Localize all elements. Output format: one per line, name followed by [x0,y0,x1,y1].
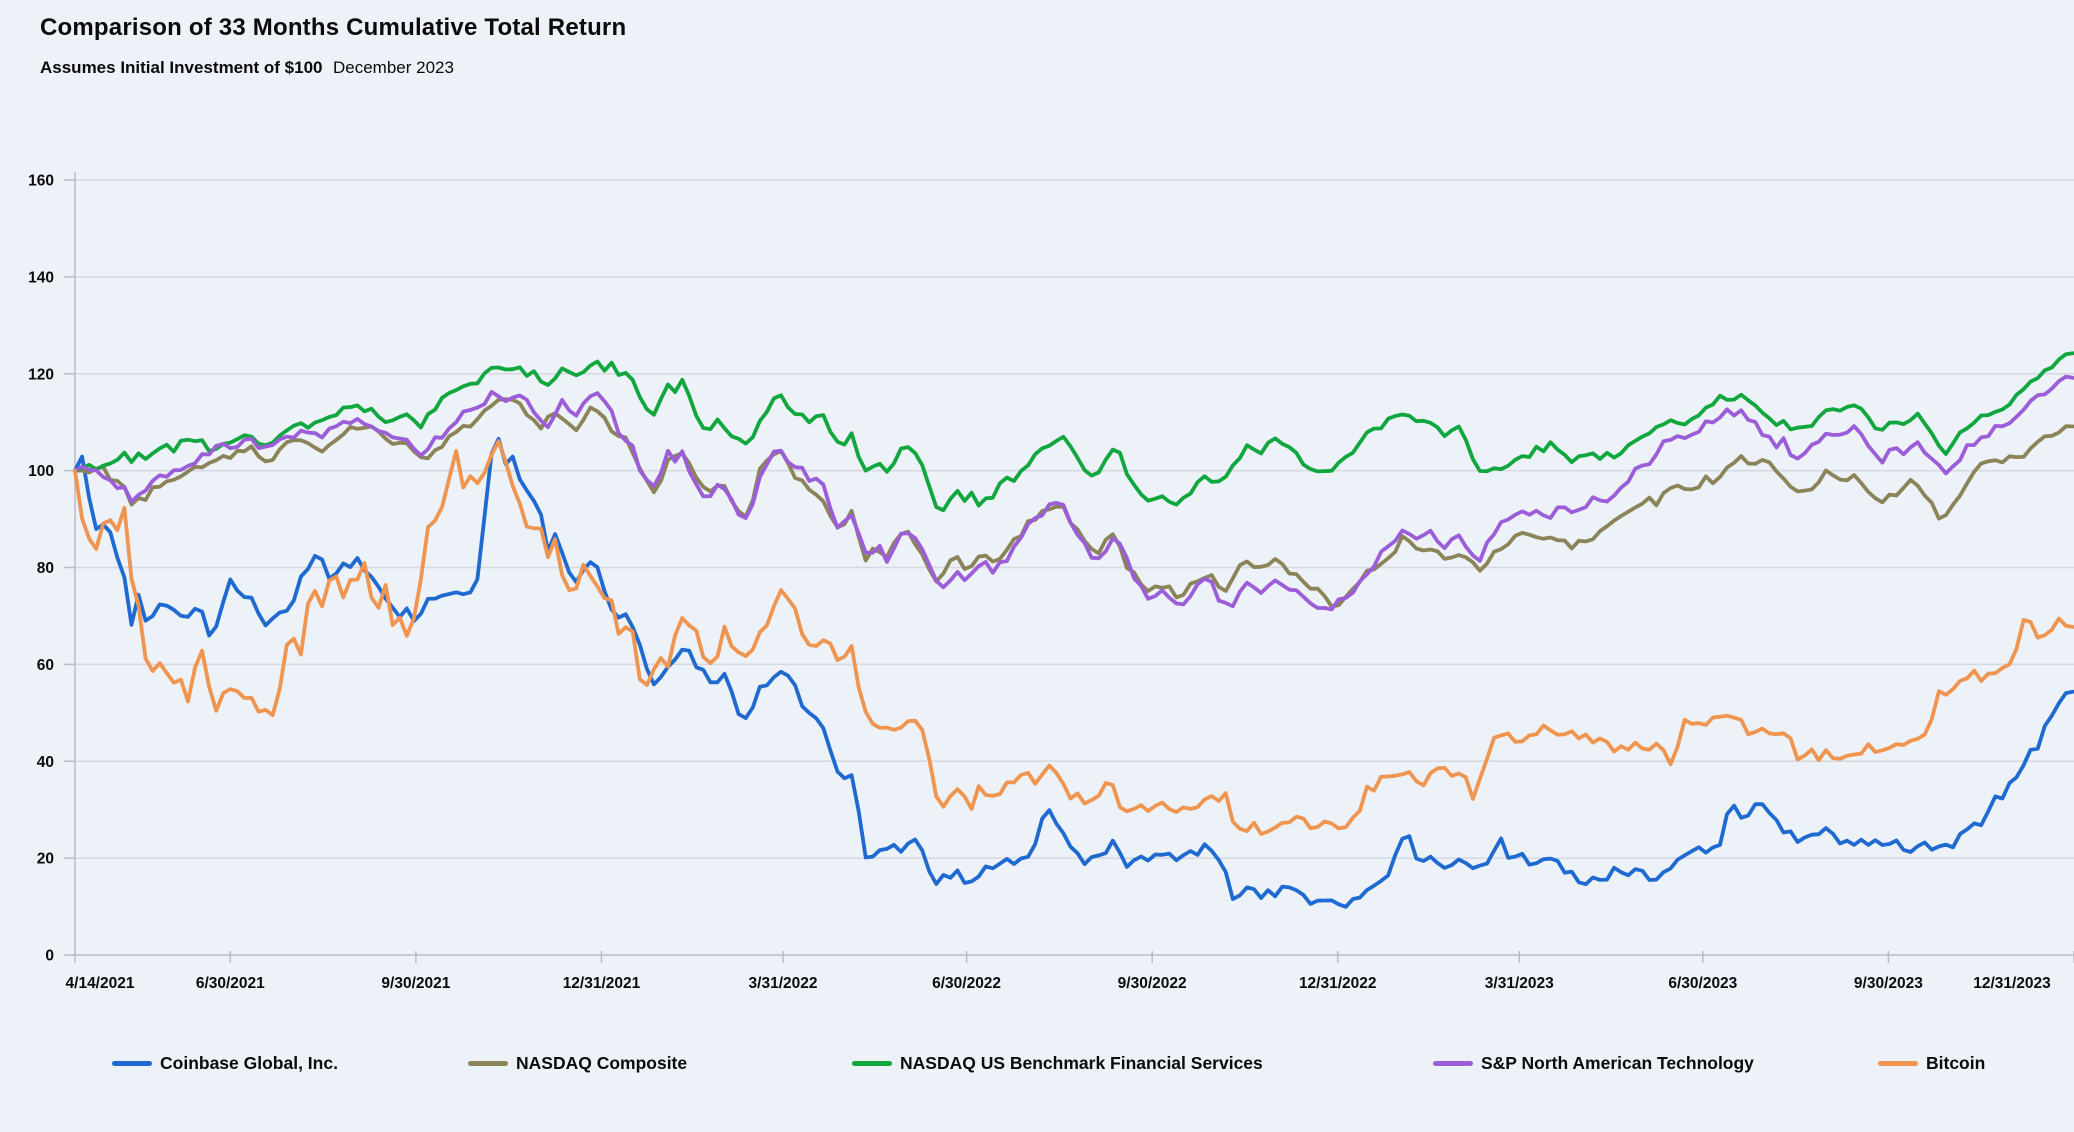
y-axis-label: 140 [28,269,54,286]
legend-swatch-icon [852,1061,892,1066]
x-axis-label: 9/30/2023 [1854,975,1923,992]
legend-item: NASDAQ US Benchmark Financial Services [852,1053,1263,1074]
series-line [73,439,2074,836]
y-axis-label: 20 [37,851,54,868]
legend-swatch-icon [1878,1061,1918,1066]
page-title: Comparison of 33 Months Cumulative Total… [40,14,627,41]
x-axis-label: 12/31/2021 [563,975,641,992]
series-line [73,351,2074,513]
y-axis-label: 160 [28,173,54,190]
y-axis-label: 100 [28,463,54,480]
x-axis-label: 3/31/2023 [1485,975,1554,992]
series-line [73,436,2074,909]
x-axis-label: 9/30/2022 [1118,975,1187,992]
y-axis-label: 80 [37,560,54,577]
chart-subtitle: Assumes Initial Investment of $100 [40,58,323,77]
x-axis-label: 3/31/2022 [749,975,818,992]
x-axis-label: 6/30/2022 [932,975,1001,992]
legend-label: Bitcoin [1926,1053,1986,1073]
legend-item: S&P North American Technology [1433,1053,1754,1074]
legend-item: Bitcoin [1878,1053,1985,1074]
chart-legend: Coinbase Global, Inc. NASDAQ Composite NAS… [0,0,2074,1073]
legend-item: NASDAQ Composite [468,1053,687,1074]
x-axis-label: 12/31/2023 [1973,975,2051,992]
legend-swatch-icon [1433,1061,1473,1066]
x-axis-label: 9/30/2021 [381,975,450,992]
legend-label: S&P North American Technology [1481,1053,1754,1073]
x-axis-label: 6/30/2021 [196,975,265,992]
y-axis-label: 120 [28,366,54,383]
legend-item: Coinbase Global, Inc. [112,1053,338,1074]
legend-label: NASDAQ US Benchmark Financial Services [900,1053,1263,1073]
y-axis-label: 0 [45,948,54,965]
x-axis-label: 12/31/2022 [1299,975,1377,992]
y-axis-label: 40 [37,754,54,771]
series-line [73,374,2074,612]
y-axis-label: 60 [37,657,54,674]
x-axis-label: 6/30/2023 [1668,975,1737,992]
chart-date-label: December 2023 [333,58,454,77]
legend-swatch-icon [112,1061,152,1066]
legend-label: NASDAQ Composite [516,1053,688,1073]
legend-label: Coinbase Global, Inc. [160,1053,338,1073]
legend-swatch-icon [468,1061,508,1066]
x-axis-label: 4/14/2021 [66,975,135,992]
